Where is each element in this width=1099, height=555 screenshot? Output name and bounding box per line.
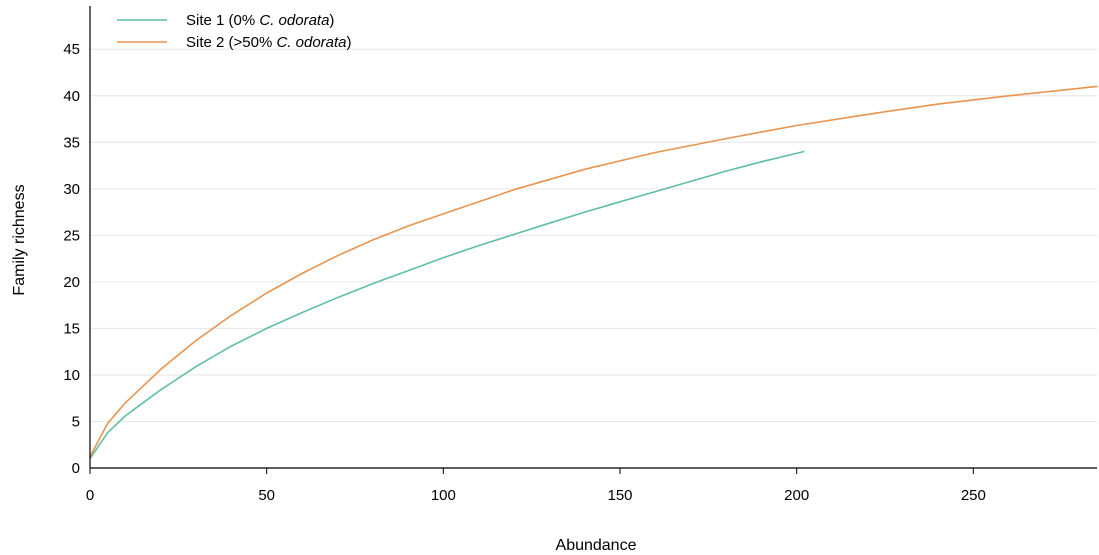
y-tick-label: 10 — [63, 367, 80, 384]
y-tick-label: 30 — [63, 181, 80, 198]
axes — [89, 6, 1097, 474]
legend-label-species: C. odorata — [276, 34, 346, 51]
x-tick-label: 0 — [86, 487, 94, 504]
series-line-site-2 — [89, 85, 1098, 458]
x-tick-label: 50 — [258, 487, 275, 504]
x-tick-label: 200 — [784, 487, 809, 504]
legend-label-site-2: Site 2 (>50% C. odorata) — [186, 34, 352, 51]
x-tick-label: 100 — [431, 487, 456, 504]
legend: Site 1 (0% C. odorata)Site 2 (>50% C. od… — [117, 12, 352, 51]
y-tick-label: 5 — [72, 413, 80, 430]
series-lines — [89, 85, 1098, 460]
legend-label-suffix: ) — [347, 34, 352, 51]
x-tick-label: 150 — [607, 487, 632, 504]
legend-label-species: C. odorata — [259, 12, 329, 29]
y-tick-label: 0 — [72, 460, 80, 477]
y-tick-label: 35 — [63, 134, 80, 151]
series-line-site-1 — [89, 150, 805, 460]
x-tick-label: 250 — [961, 487, 986, 504]
tick-labels: 0 5 10 15 20 25 30 35 40 45 0 50 100 150 200 250 — [63, 41, 986, 504]
x-axis-title: Abundance — [556, 537, 637, 554]
legend-label-suffix: ) — [329, 12, 334, 29]
gridlines — [90, 48, 1097, 422]
legend-label-prefix: Site 1 (0% — [186, 12, 259, 29]
legend-label-prefix: Site 2 (>50% — [186, 34, 276, 51]
y-tick-label: 45 — [63, 41, 80, 58]
y-axis-title: Family richness — [11, 184, 28, 295]
y-tick-label: 40 — [63, 88, 80, 105]
y-tick-label: 25 — [63, 227, 80, 244]
legend-label-site-1: Site 1 (0% C. odorata) — [186, 12, 334, 29]
y-tick-label: 20 — [63, 274, 80, 291]
y-tick-label: 15 — [63, 320, 80, 337]
